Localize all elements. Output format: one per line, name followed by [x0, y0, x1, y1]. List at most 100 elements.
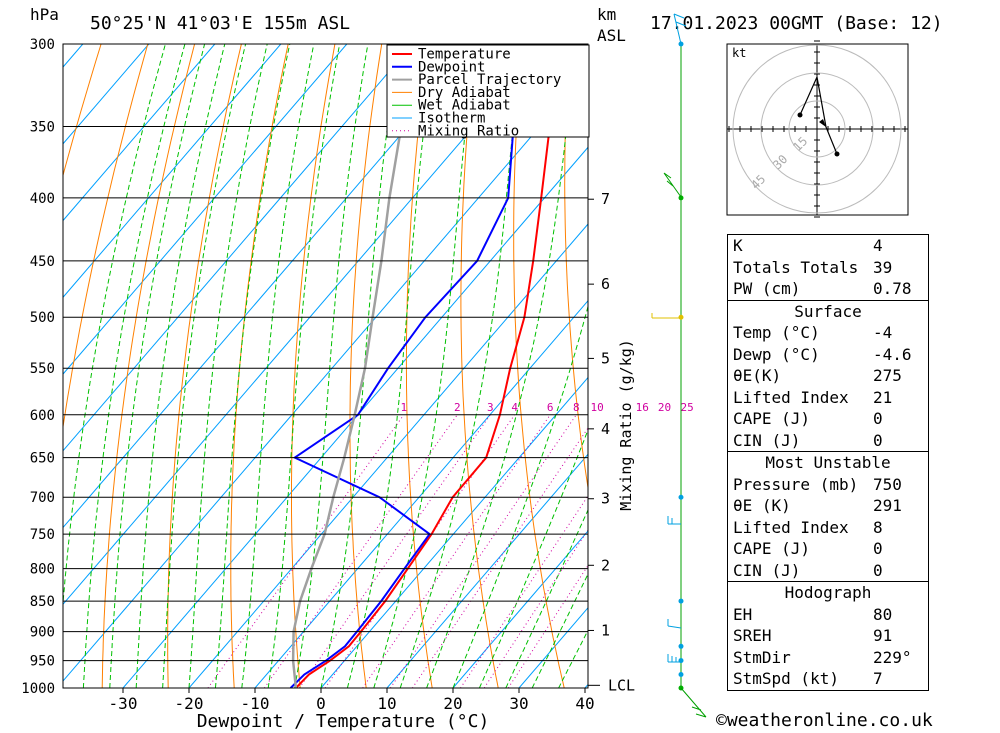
most-unstable-label: Pressure (mb)	[733, 474, 859, 494]
most-unstable-row: θE (K) 291	[728, 495, 928, 517]
isotherm-line	[452, 530, 588, 688]
surface-label: Dewp (°C)	[733, 344, 820, 364]
most-unstable-row: Pressure (mb) 750	[728, 474, 928, 496]
hodograph-label: StmSpd (kt)	[733, 669, 839, 688]
height-tick-label: 1	[601, 621, 610, 639]
hodograph-ring	[788, 100, 846, 158]
x-tick-label: -30	[109, 694, 138, 713]
hodograph-row: SREH 91	[728, 625, 928, 647]
x-tick-label: 10	[377, 694, 396, 713]
most-unstable-value: 0	[873, 539, 883, 558]
storm-motion-arrow-icon	[819, 119, 826, 127]
mixing-ratio-label: 25	[680, 401, 693, 414]
surface-value: 21	[873, 387, 893, 407]
legend-label: Isotherm	[418, 111, 485, 127]
legend-label: Wet Adiabat	[418, 98, 511, 114]
hodograph-title: Hodograph	[728, 581, 928, 604]
isotherm-line	[254, 300, 588, 688]
isotherm-line	[63, 44, 282, 299]
wind-barb-icon	[651, 313, 681, 319]
wet-adiabat-line	[241, 44, 315, 688]
wet-adiabat-line	[531, 572, 588, 688]
dry-adiabat-line	[943, 44, 1000, 688]
hodograph-row: StmSpd (kt) 7	[728, 668, 928, 690]
mixing-ratio-line	[483, 529, 588, 688]
dry-adiabat-line	[167, 44, 242, 688]
surface-value: 0	[873, 430, 883, 450]
surface-value: -4.6	[873, 344, 912, 364]
axes: 3003504004505005506006507007508008509009…	[21, 37, 635, 732]
legend-label: Dewpoint	[418, 59, 485, 75]
wet-adiabat-line	[82, 44, 186, 688]
index-row: PW (cm) 0.78	[728, 278, 928, 300]
most-unstable-row: CIN (J) 0	[728, 560, 928, 582]
wind-barb-icon	[663, 172, 682, 198]
wind-level-dot	[678, 671, 684, 677]
wet-adiabat-line	[426, 44, 576, 688]
pressure-unit-label: hPa	[30, 5, 59, 24]
legend-label: Dry Adiabat	[418, 85, 511, 101]
mixing-ratio-line	[460, 494, 588, 688]
surface-row: Temp (°C) -4	[728, 322, 928, 344]
mixing-ratio-line	[411, 427, 588, 688]
hodograph-ring	[760, 72, 874, 186]
index-label: PW (cm)	[733, 279, 801, 298]
isotherm-line	[320, 376, 588, 688]
wet-adiabat-line	[162, 44, 247, 688]
surface-label: θE(K)	[733, 366, 782, 385]
isotherm-line	[386, 453, 588, 688]
indices-table: K 4 Totals Totals 39 PW (cm) 0.78 Surface Tem…	[727, 234, 929, 691]
datetime-title: 17.01.2023 00GMT (Base: 12)	[650, 13, 943, 34]
isotherm-line	[63, 44, 480, 529]
index-value: 39	[873, 257, 893, 277]
surface-row: Dewp (°C) -4.6	[728, 344, 928, 366]
pressure-tick-label: 500	[30, 310, 55, 326]
x-tick-label: 0	[316, 694, 326, 713]
x-tick-label: 30	[509, 694, 528, 713]
plot-frame	[62, 43, 589, 689]
mixing-ratio-axis-title: Mixing Ratio (g/kg)	[617, 339, 635, 511]
index-value: 0.78	[873, 279, 912, 298]
x-tick-label: -20	[175, 694, 204, 713]
index-label: K	[733, 236, 743, 255]
mixing-ratio-label: 1	[400, 401, 407, 414]
pressure-tick-label: 600	[30, 408, 55, 424]
index-row: Totals Totals 39	[728, 257, 928, 279]
wet-adiabat-line	[505, 508, 588, 688]
wind-barb-icon	[667, 516, 681, 525]
hodograph-value: 91	[873, 626, 893, 645]
wind-barb-icon	[667, 619, 682, 663]
wind-level-dot	[678, 598, 684, 604]
height-tick-label: 3	[601, 490, 610, 508]
dry-adiabat-line	[63, 44, 149, 430]
wet-adiabat-line	[399, 44, 522, 688]
index-label: Totals Totals	[733, 257, 859, 277]
most-unstable-label: CAPE (J)	[733, 539, 811, 558]
surface-value: -4	[873, 323, 893, 342]
mixing-ratio-line	[207, 414, 405, 688]
isotherm-line	[122, 146, 588, 688]
surface-row: Lifted Index 21	[728, 387, 928, 409]
hodograph-row: StmDir 229°	[728, 647, 928, 669]
hodograph-point	[834, 151, 840, 157]
mixing-ratio-line	[298, 414, 491, 688]
pressure-tick-label: 400	[30, 191, 55, 207]
surface-label: CIN (J)	[733, 430, 801, 450]
hodograph-label: StmDir	[733, 647, 791, 667]
mixing-ratio-label: 8	[573, 401, 580, 414]
wet-adiabat-line	[188, 44, 268, 688]
hodograph-point	[797, 112, 803, 118]
most-unstable-value: 750	[873, 474, 902, 494]
hodograph-label: EH	[733, 604, 753, 624]
hodograph-row: EH 80	[728, 604, 928, 626]
wind-level-dot	[678, 314, 684, 320]
pressure-tick-label: 1000	[21, 681, 55, 697]
mixing-ratio-label: 10	[590, 401, 603, 414]
x-axis-title: Dewpoint / Temperature (°C)	[197, 711, 490, 732]
pressure-tick-label: 550	[30, 361, 55, 377]
x-tick-label: -10	[241, 694, 270, 713]
wind-profile	[651, 13, 707, 718]
height-unit-label: km	[597, 5, 617, 24]
